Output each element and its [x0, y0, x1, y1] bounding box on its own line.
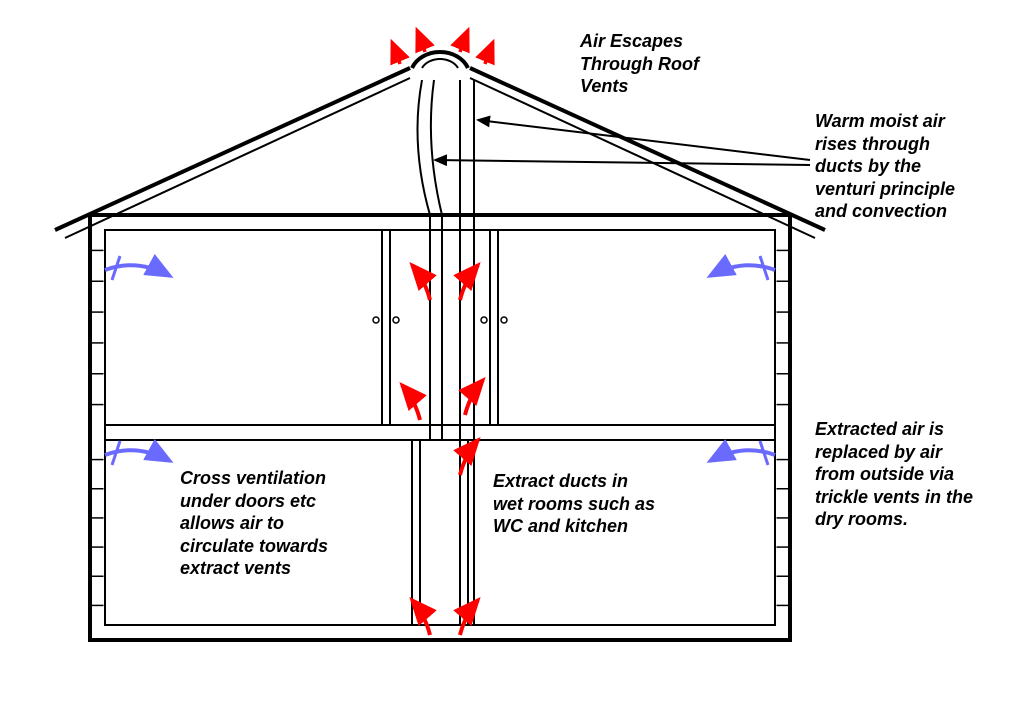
- callout-arrow: [435, 160, 810, 165]
- label-cross-vent: Cross ventilation under doors etc allows…: [180, 467, 390, 580]
- red-arrow-roof: [485, 42, 493, 64]
- ventilation-diagram: [0, 0, 1024, 715]
- label-extracted-air: Extracted air is replaced by air from ou…: [815, 418, 1024, 531]
- red-arrow: [412, 265, 430, 300]
- callout-arrow: [478, 120, 810, 160]
- red-arrow-roof: [392, 42, 400, 64]
- red-arrow-roof: [460, 30, 468, 52]
- red-arrow-roof: [417, 30, 425, 52]
- label-warm-moist: Warm moist air rises through ducts by th…: [815, 110, 1024, 223]
- red-arrow: [402, 385, 420, 420]
- red-arrow: [460, 265, 478, 300]
- label-extract-ducts: Extract ducts in wet rooms such as WC an…: [493, 470, 703, 538]
- label-roof-escape: Air Escapes Through Roof Vents: [580, 30, 800, 98]
